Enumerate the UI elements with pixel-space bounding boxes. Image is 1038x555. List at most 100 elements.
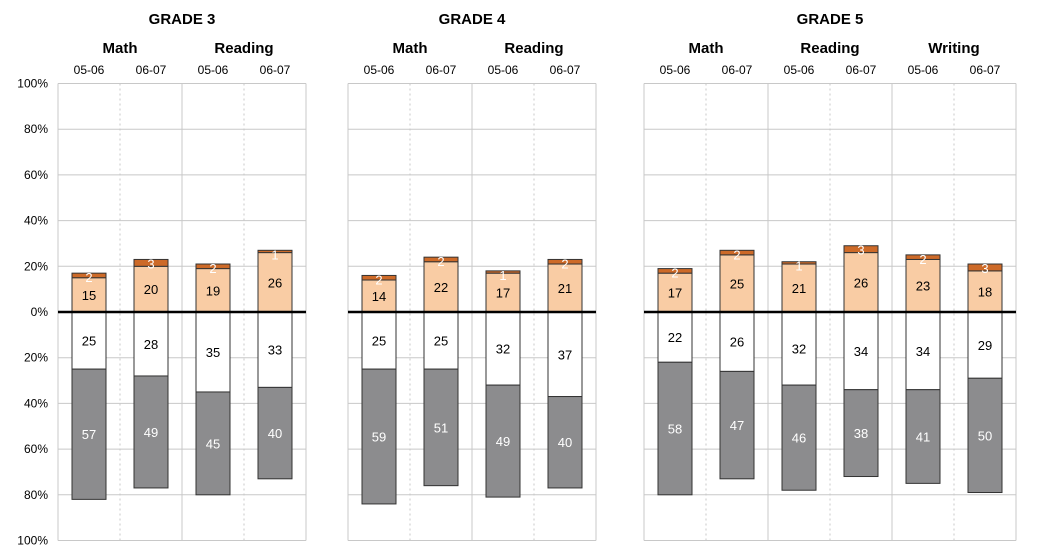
year-label: 05-06 [660, 63, 691, 77]
data-label-upper: 23 [916, 279, 930, 294]
year-label: 05-06 [784, 63, 815, 77]
data-label-white: 25 [372, 334, 386, 349]
y-tick-label: 20% [24, 351, 48, 365]
bar-top-segment [71, 272, 107, 279]
data-label-top: 1 [795, 259, 802, 274]
panel-grade-3: GRADE 3 Math Reading 05-06 15 2 25 57 06-07 20 3 28… [57, 11, 307, 541]
y-axis: 100% 80% 60% 40% 20% 0% 20% 40% 60% 80% 100% [17, 77, 48, 548]
bar-upper-segment [905, 258, 941, 313]
data-label-gray: 41 [916, 430, 930, 445]
data-label-top: 2 [375, 272, 382, 287]
bar-white-segment [781, 311, 817, 386]
bar-top-segment [967, 263, 1003, 272]
subject-label: Writing [928, 40, 979, 57]
subject-label: Math [689, 40, 724, 57]
bar-top-segment [719, 249, 755, 256]
bar-white-segment [719, 311, 755, 372]
bar-top-segment [361, 274, 397, 281]
bar-top-segment [657, 268, 693, 274]
bar-gray-segment [547, 396, 583, 489]
bar-upper-segment [133, 265, 169, 313]
year-label: 05-06 [908, 63, 939, 77]
data-label-white: 33 [268, 343, 282, 358]
data-label-gray: 50 [978, 428, 992, 443]
bar-white-segment [843, 311, 879, 391]
data-label-white: 32 [496, 342, 510, 357]
year-label: 05-06 [198, 63, 229, 77]
data-label-white: 25 [82, 334, 96, 349]
bar-stack: 15 2 25 57 [71, 270, 107, 500]
data-label-upper: 15 [82, 288, 96, 303]
bar-top-segment [905, 254, 941, 260]
year-label: 05-06 [74, 63, 105, 77]
bar-white-segment [485, 311, 521, 386]
bar-stack: 26 1 33 40 [257, 247, 293, 480]
bar-gray-segment [905, 389, 941, 484]
data-label-gray: 49 [144, 425, 158, 440]
bar-gray-segment [967, 377, 1003, 494]
data-label-upper: 21 [558, 281, 572, 296]
data-label-gray: 49 [496, 434, 510, 449]
data-label-top: 2 [561, 256, 568, 271]
data-label-top: 2 [209, 261, 216, 276]
bar-upper-segment [547, 263, 583, 313]
data-label-upper: 19 [206, 283, 220, 298]
bar-top-segment [257, 249, 293, 254]
bar-stack: 14 2 25 59 [361, 272, 397, 505]
data-label-gray: 46 [792, 431, 806, 446]
data-label-top: 2 [671, 266, 678, 281]
data-label-gray: 40 [558, 435, 572, 450]
data-label-gray: 40 [268, 426, 282, 441]
data-label-top: 3 [147, 256, 154, 271]
data-label-top: 2 [437, 254, 444, 269]
bar-stack: 18 3 29 50 [967, 261, 1003, 494]
bar-stack: 23 2 34 41 [905, 252, 941, 484]
year-label: 06-07 [260, 63, 291, 77]
year-label: 06-07 [550, 63, 581, 77]
bar-stack: 19 2 35 45 [195, 261, 231, 496]
data-label-upper: 18 [978, 284, 992, 299]
y-tick-label: 100% [17, 534, 48, 548]
bar-top-segment [423, 256, 459, 263]
bar-upper-segment [843, 252, 879, 313]
bar-stack: 17 1 32 49 [485, 268, 521, 498]
bar-gray-segment [361, 368, 397, 505]
bar-gray-segment [781, 384, 817, 491]
year-label: 06-07 [970, 63, 1001, 77]
bar-white-segment [195, 311, 231, 393]
y-tick-label: 40% [24, 214, 48, 228]
data-label-top: 2 [919, 252, 926, 267]
bar-white-segment [967, 311, 1003, 379]
data-label-gray: 45 [206, 436, 220, 451]
data-label-white: 29 [978, 338, 992, 353]
grade-title: GRADE 3 [149, 11, 216, 28]
bar-gray-segment [71, 368, 107, 500]
y-tick-label: 100% [17, 77, 48, 91]
data-label-white: 26 [730, 335, 744, 350]
y-tick-label: 60% [24, 442, 48, 456]
data-label-white: 25 [434, 334, 448, 349]
bar-gray-segment [843, 389, 879, 478]
data-label-upper: 26 [854, 275, 868, 290]
data-label-gray: 47 [730, 418, 744, 433]
year-label: 05-06 [488, 63, 519, 77]
y-tick-label: 80% [24, 122, 48, 136]
y-tick-label: 20% [24, 259, 48, 273]
data-label-top: 3 [981, 261, 988, 276]
year-label: 05-06 [364, 63, 395, 77]
bar-upper-segment [257, 252, 293, 313]
subject-label: Reading [214, 40, 273, 57]
bar-top-segment [781, 261, 817, 265]
bar-top-segment [547, 258, 583, 265]
bar-stack: 21 1 32 46 [781, 259, 817, 491]
data-label-upper: 17 [496, 286, 510, 301]
data-label-gray: 58 [668, 422, 682, 437]
data-label-white: 34 [916, 344, 930, 359]
data-label-upper: 14 [372, 289, 386, 304]
data-label-upper: 20 [144, 282, 158, 297]
bar-top-segment [843, 245, 879, 254]
year-label: 06-07 [426, 63, 457, 77]
